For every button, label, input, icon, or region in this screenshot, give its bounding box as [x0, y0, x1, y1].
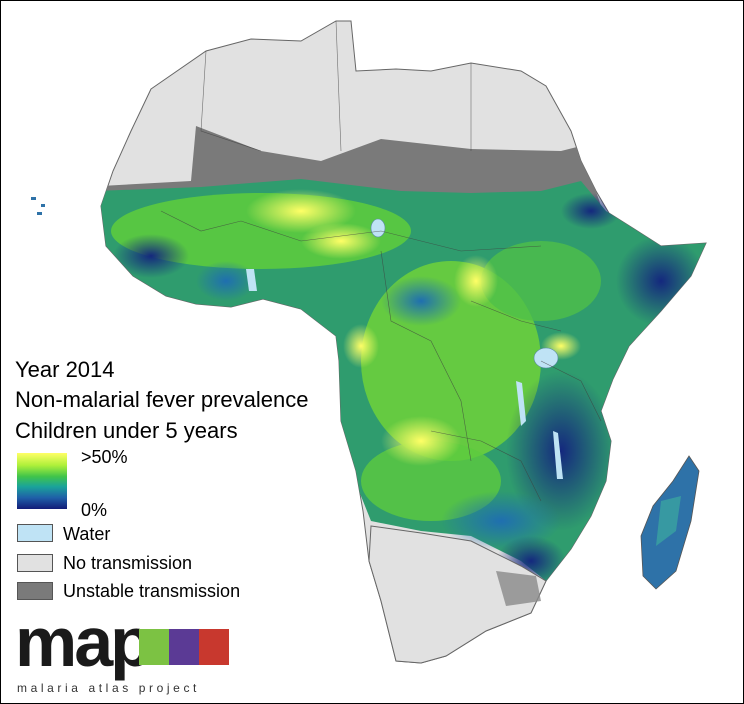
map-title-population: Children under 5 years: [15, 418, 238, 443]
lake-tanganyika: [516, 381, 526, 426]
map-title-indicator: Non-malarial fever prevalence: [15, 387, 309, 412]
legend-no-transmission-swatch: [17, 554, 53, 572]
legend-gradient: [17, 453, 67, 509]
legend-no-transmission-label: No transmission: [63, 553, 193, 573]
lake-chad: [370, 218, 386, 238]
map-logo-wordmark: map: [15, 603, 153, 681]
logo-americas-icon-purple: [169, 629, 199, 665]
logo-africa-icon-green: [139, 629, 169, 665]
legend-unstable-swatch: [17, 582, 53, 600]
legend-water-swatch: [17, 524, 53, 542]
legend-water-label: Water: [63, 524, 111, 544]
cape-verde-islands: [31, 197, 45, 215]
legend-min-label: 0%: [81, 500, 108, 520]
logo-asia-icon-red: [199, 629, 229, 665]
lake-victoria: [533, 347, 559, 369]
legend-unstable-label: Unstable transmission: [63, 581, 241, 601]
lake-malawi: [553, 431, 563, 479]
map-title-year: Year 2014: [15, 357, 115, 382]
lake-volta: [246, 269, 257, 291]
logo-tagline: malaria atlas project: [17, 681, 200, 695]
legend-max-label: >50%: [81, 447, 128, 467]
southern-no-transmission: [368, 525, 547, 664]
